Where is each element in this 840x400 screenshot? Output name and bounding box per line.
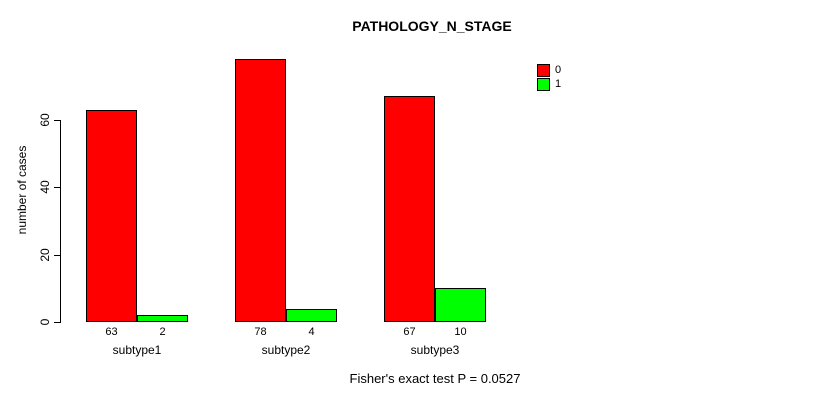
- legend-swatch-red: [537, 63, 550, 77]
- legend: 0 1: [537, 63, 562, 91]
- bar-value-label: 63: [105, 326, 118, 338]
- y-tick-mark: [54, 120, 60, 121]
- bar-value-label: 67: [403, 326, 416, 338]
- footer-annotation: Fisher's exact test P = 0.0527: [349, 371, 521, 386]
- bar-subtype1-series-0: [86, 110, 137, 322]
- bar-value-label: 2: [159, 326, 166, 338]
- legend-item-1: 1: [537, 77, 562, 91]
- bar-subtype2-series-1: [286, 309, 337, 322]
- legend-label-0: 0: [555, 63, 562, 76]
- bar-subtype3-series-0: [384, 96, 435, 322]
- bar-value-label: 10: [454, 326, 467, 338]
- legend-label-1: 1: [555, 77, 562, 90]
- y-tick-label: 40: [38, 180, 52, 194]
- y-tick-label: 20: [38, 248, 52, 262]
- y-tick-label: 60: [38, 113, 52, 127]
- bar-subtype3-series-1: [435, 288, 486, 322]
- y-axis-line: [60, 120, 61, 323]
- chart-title: PATHOLOGY_N_STAGE: [352, 18, 512, 34]
- category-label-subtype1: subtype1: [112, 343, 162, 357]
- bar-subtype1-series-1: [137, 315, 188, 322]
- bar-value-label: 4: [308, 326, 315, 338]
- y-axis-label: number of cases: [15, 145, 29, 235]
- y-tick-mark: [54, 255, 60, 256]
- y-tick-mark: [54, 187, 60, 188]
- y-tick-mark: [54, 322, 60, 323]
- category-label-subtype3: subtype3: [410, 343, 460, 357]
- bar-value-label: 78: [254, 326, 267, 338]
- legend-item-0: 0: [537, 63, 562, 77]
- y-tick-label: 0: [38, 318, 52, 326]
- bar-subtype2-series-0: [235, 59, 286, 322]
- legend-swatch-green: [537, 77, 550, 91]
- category-label-subtype2: subtype2: [261, 343, 311, 357]
